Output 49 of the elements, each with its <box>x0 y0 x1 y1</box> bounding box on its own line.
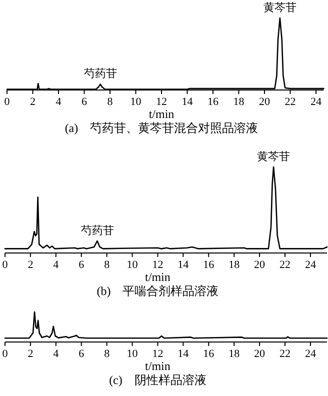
x-tick-label: 6 <box>81 96 88 108</box>
x-tick-label: 22 <box>280 259 290 271</box>
x-tick-label: 4 <box>56 96 62 108</box>
x-axis-title: t/min <box>145 270 170 284</box>
x-tick-label: 22 <box>284 96 296 108</box>
x-tick-label: 2 <box>28 259 34 271</box>
text: (b) 平喘合剂样品溶液 <box>96 284 219 298</box>
x-tick-label: 4 <box>53 348 60 360</box>
text: (a) 芍药苷、黄芩苷混合对照品溶液 <box>64 121 258 135</box>
text: (c) 阴性样品溶液 <box>109 373 206 387</box>
x-tick-label: 0 <box>4 96 10 108</box>
x-tick-label: 12 <box>152 348 164 360</box>
x-tick-label: 0 <box>2 348 8 360</box>
x-axis-title: t/min <box>145 359 170 373</box>
x-tick-label: 10 <box>126 259 138 271</box>
annotation: 芍药苷 <box>84 67 117 80</box>
x-tick-label: 2 <box>30 96 36 108</box>
x-tick-label: 12 <box>152 259 164 271</box>
x-tick-label: 20 <box>254 259 266 271</box>
x-tick-label: 20 <box>258 96 270 108</box>
x-tick-label: 8 <box>107 96 114 108</box>
x-tick-label: 4 <box>53 259 60 271</box>
x-tick-label: 24 <box>304 259 316 271</box>
x-tick-label: 24 <box>310 96 322 108</box>
x-tick-label: 16 <box>203 259 215 271</box>
x-tick-label: 10 <box>126 348 138 360</box>
x-tick-label: 6 <box>78 348 85 360</box>
x-tick-label: 16 <box>203 348 215 360</box>
x-tick-label: 10 <box>130 96 142 108</box>
x-tick-label: 0 <box>2 259 8 271</box>
x-tick-label: 14 <box>182 96 194 108</box>
x-tick-label: 16 <box>207 96 219 108</box>
x-axis-title: t/min <box>148 107 174 121</box>
x-tick-label: 20 <box>254 348 266 360</box>
annotation: 黄芩苷 <box>257 150 290 163</box>
annotation: 黄芩苷 <box>263 1 296 14</box>
x-tick-label: 6 <box>78 259 85 271</box>
x-tick-label: 22 <box>280 348 290 360</box>
x-tick-label: 8 <box>104 348 110 360</box>
x-tick-label: 2 <box>28 348 34 360</box>
x-tick-label: 12 <box>156 96 167 108</box>
x-tick-label: 18 <box>233 96 245 108</box>
x-tick-label: 14 <box>178 348 190 360</box>
x-tick-label: 8 <box>104 259 110 271</box>
x-tick-label: 24 <box>304 348 316 360</box>
x-tick-label: 14 <box>178 259 190 271</box>
x-tick-label: 18 <box>228 259 240 271</box>
annotation: 芍药苷 <box>80 224 114 237</box>
x-tick-label: 18 <box>228 348 240 360</box>
